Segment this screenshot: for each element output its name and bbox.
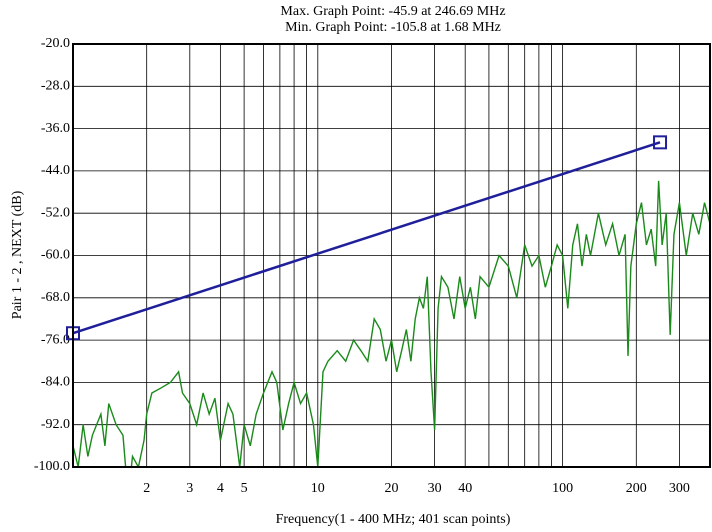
y-axis-label: Pair 1 - 2 , NEXT (dB): [10, 190, 25, 319]
plot-area: [73, 141, 710, 467]
x-tick-label: 200: [626, 481, 647, 496]
x-tick-label: 100: [552, 481, 573, 496]
chart-title: Max. Graph Point: -45.9 at 246.69 MHz: [280, 4, 505, 19]
y-tick-label: -100.0: [34, 459, 70, 474]
y-tick-label: -20.0: [41, 36, 70, 51]
x-tick-label: 5: [241, 481, 248, 496]
marker: [653, 135, 668, 150]
x-tick-label: 3: [186, 481, 193, 496]
plot-border: [72, 43, 711, 468]
series-line: [73, 180, 710, 467]
y-tick-label: -68.0: [41, 290, 70, 305]
y-tick-label: -36.0: [41, 121, 70, 136]
y-tick-label: -76.0: [41, 332, 70, 347]
series-line: [73, 141, 661, 335]
y-tick-label: -28.0: [41, 79, 70, 94]
x-axis-label: Frequency(1 - 400 MHz; 401 scan points): [276, 512, 511, 527]
x-tick-label: 30: [428, 481, 442, 496]
x-tick-label: 2: [143, 481, 150, 496]
chart-subtitle: Min. Graph Point: -105.8 at 1.68 MHz: [285, 20, 501, 35]
x-tick-label: 40: [458, 481, 472, 496]
y-tick-label: -84.0: [41, 375, 70, 390]
y-tick-label: -60.0: [41, 248, 70, 263]
y-tick-label: -44.0: [41, 163, 70, 178]
y-tick-label: -52.0: [41, 205, 70, 220]
x-tick-label: 4: [217, 481, 224, 496]
x-tick-label: 20: [385, 481, 399, 496]
x-tick-label: 10: [311, 481, 325, 496]
y-tick-label: -92.0: [41, 417, 70, 432]
x-tick-label: 300: [669, 481, 690, 496]
